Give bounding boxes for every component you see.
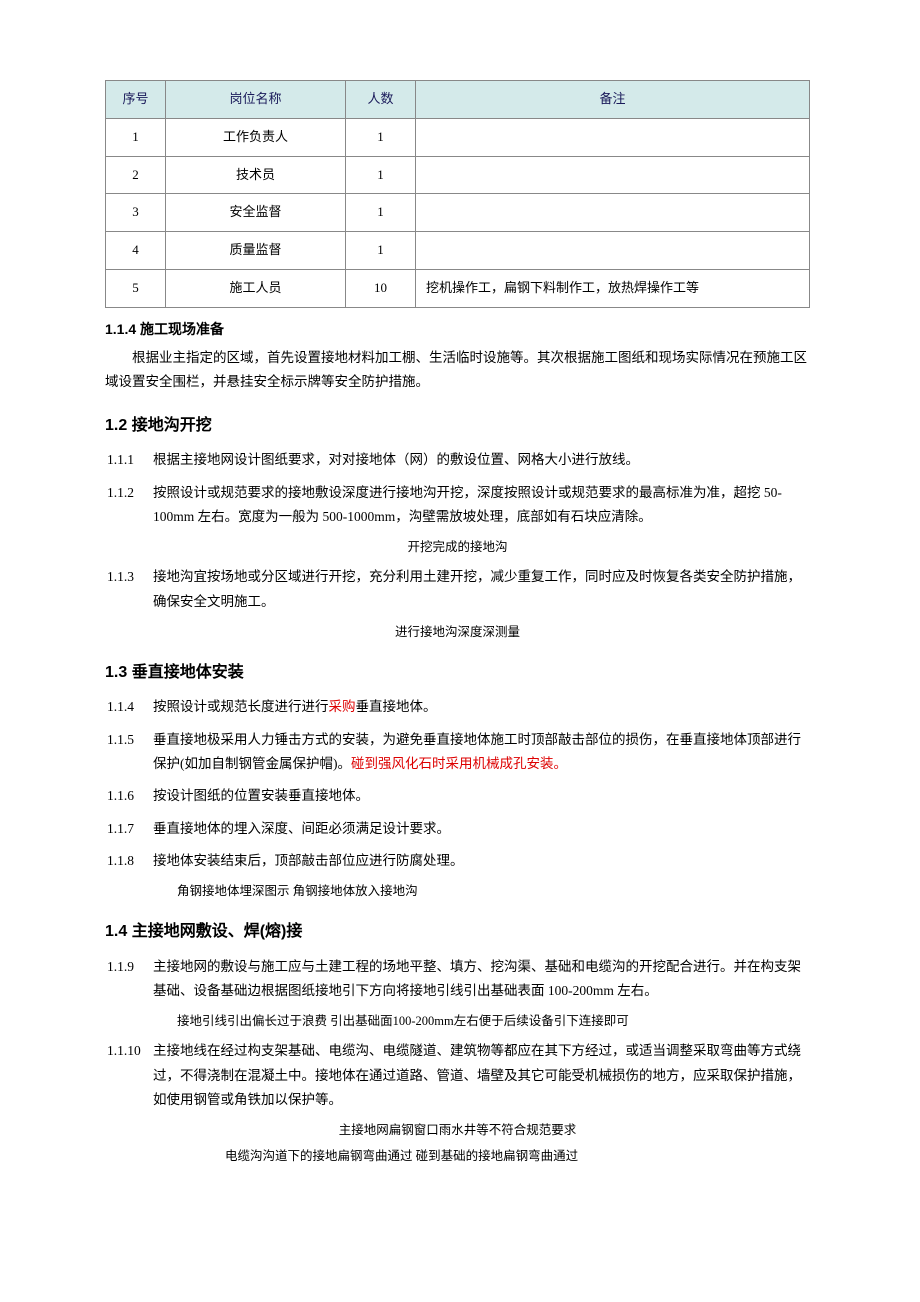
para-114: 根据业主指定的区域，首先设置接地材料加工棚、生活临时设施等。其次根据施工图纸和现… [105,346,810,395]
item-num: 1.1.2 [105,481,153,530]
item-num: 1.1.10 [105,1039,153,1112]
cell-count: 1 [346,156,416,194]
caption-depth: 进行接地沟深度深测量 [105,622,810,642]
item-num: 1.1.6 [105,784,153,808]
cell-seq: 2 [106,156,166,194]
item-112: 1.1.2 按照设计或规范要求的接地敷设深度进行接地沟开挖，深度按照设计或规范要… [105,481,810,530]
item-num: 1.1.7 [105,817,153,841]
cell-remark [416,156,810,194]
cell-seq: 1 [106,118,166,156]
heading-13: 1.3 垂直接地体安装 [105,660,810,686]
cell-seq: 5 [106,269,166,307]
item-text: 按设计图纸的位置安装垂直接地体。 [153,784,810,808]
cell-remark: 挖机操作工，扁钢下料制作工，放热焊操作工等 [416,269,810,307]
cell-remark [416,194,810,232]
heading-12: 1.2 接地沟开挖 [105,413,810,439]
caption-cable-trench: 电缆沟沟道下的接地扁钢弯曲通过 碰到基础的接地扁钢弯曲通过 [225,1146,810,1166]
th-count: 人数 [346,81,416,119]
item-num: 1.1.1 [105,448,153,472]
cell-role: 工作负责人 [166,118,346,156]
caption-lead: 接地引线引出偏长过于浪费 引出基础面100-200mm左右便于后续设备引下连接即… [177,1011,810,1031]
table-row: 3 安全监督 1 [106,194,810,232]
cell-remark [416,232,810,270]
cell-role: 施工人员 [166,269,346,307]
heading-14: 1.4 主接地网敷设、焊(熔)接 [105,919,810,945]
caption-flat-steel: 主接地网扁钢窗口雨水井等不符合规范要求 [105,1120,810,1140]
cell-seq: 3 [106,194,166,232]
item-text: 接地体安装结束后，顶部敲击部位应进行防腐处理。 [153,849,810,873]
item-text: 垂直接地体的埋入深度、间距必须满足设计要求。 [153,817,810,841]
table-row: 5 施工人员 10 挖机操作工，扁钢下料制作工，放热焊操作工等 [106,269,810,307]
th-seq: 序号 [106,81,166,119]
cell-role: 安全监督 [166,194,346,232]
red-text: 采购 [329,699,356,714]
cell-seq: 4 [106,232,166,270]
red-text: 碰到强风化石时采用机械成孔安装。 [351,756,567,771]
cell-count: 1 [346,232,416,270]
item-num: 1.1.5 [105,728,153,777]
pre-text: 按照设计或规范长度进行进行 [153,699,329,714]
item-115: 1.1.5 垂直接地极采用人力锤击方式的安装，为避免垂直接地体施工时顶部敲击部位… [105,728,810,777]
item-text: 垂直接地极采用人力锤击方式的安装，为避免垂直接地体施工时顶部敲击部位的损伤，在垂… [153,728,810,777]
cell-role: 质量监督 [166,232,346,270]
item-text: 按照设计或规范长度进行进行采购垂直接地体。 [153,695,810,719]
item-1110: 1.1.10 主接地线在经过构支架基础、电缆沟、电缆隧道、建筑物等都应在其下方经… [105,1039,810,1112]
cell-count: 1 [346,194,416,232]
heading-114: 1.1.4 施工现场准备 [105,318,810,340]
item-text: 接地沟宜按场地或分区域进行开挖，充分利用土建开挖，减少重复工作，同时应及时恢复各… [153,565,810,614]
item-text: 按照设计或规范要求的接地敷设深度进行接地沟开挖，深度按照设计或规范要求的最高标准… [153,481,810,530]
caption-excavation: 开挖完成的接地沟 [105,537,810,557]
th-remark: 备注 [416,81,810,119]
item-119: 1.1.9 主接地网的敷设与施工应与土建工程的场地平整、填方、挖沟渠、基础和电缆… [105,955,810,1004]
item-113: 1.1.3 接地沟宜按场地或分区域进行开挖，充分利用土建开挖，减少重复工作，同时… [105,565,810,614]
item-111: 1.1.1 根据主接地网设计图纸要求，对对接地体（网）的敷设位置、网格大小进行放… [105,448,810,472]
item-114b: 1.1.4 按照设计或规范长度进行进行采购垂直接地体。 [105,695,810,719]
item-num: 1.1.8 [105,849,153,873]
cell-remark [416,118,810,156]
item-118: 1.1.8 接地体安装结束后，顶部敲击部位应进行防腐处理。 [105,849,810,873]
item-num: 1.1.3 [105,565,153,614]
cell-count: 1 [346,118,416,156]
item-116: 1.1.6 按设计图纸的位置安装垂直接地体。 [105,784,810,808]
th-role: 岗位名称 [166,81,346,119]
item-text: 主接地网的敷设与施工应与土建工程的场地平整、填方、挖沟渠、基础和电缆沟的开挖配合… [153,955,810,1004]
item-text: 根据主接地网设计图纸要求，对对接地体（网）的敷设位置、网格大小进行放线。 [153,448,810,472]
post-text: 垂直接地体。 [356,699,437,714]
item-117: 1.1.7 垂直接地体的埋入深度、间距必须满足设计要求。 [105,817,810,841]
cell-count: 10 [346,269,416,307]
role-table: 序号 岗位名称 人数 备注 1 工作负责人 1 2 技术员 1 3 安全监督 1… [105,80,810,308]
table-row: 4 质量监督 1 [106,232,810,270]
item-num: 1.1.4 [105,695,153,719]
caption-angle-steel: 角钢接地体埋深图示 角钢接地体放入接地沟 [177,881,810,901]
item-text: 主接地线在经过构支架基础、电缆沟、电缆隧道、建筑物等都应在其下方经过，或适当调整… [153,1039,810,1112]
cell-role: 技术员 [166,156,346,194]
table-row: 1 工作负责人 1 [106,118,810,156]
item-num: 1.1.9 [105,955,153,1004]
table-row: 2 技术员 1 [106,156,810,194]
table-header-row: 序号 岗位名称 人数 备注 [106,81,810,119]
